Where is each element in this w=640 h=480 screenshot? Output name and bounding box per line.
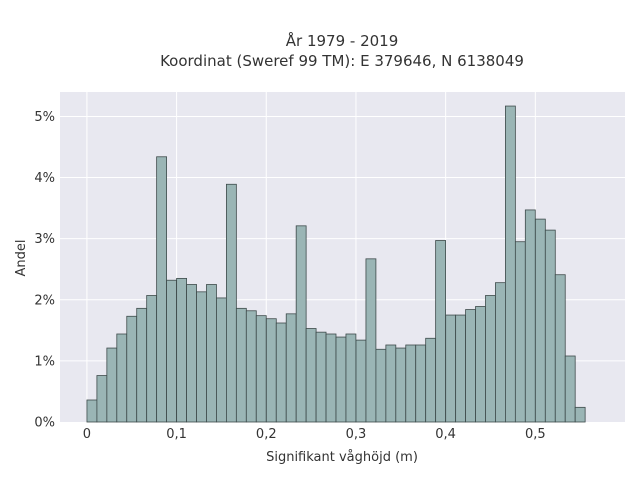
- x-tick-label: 0,5: [525, 427, 546, 442]
- histogram-bar: [136, 307, 148, 423]
- histogram-bar: [325, 333, 337, 423]
- y-axis-label: Andel: [14, 240, 29, 277]
- histogram-bar: [285, 313, 297, 423]
- histogram-bar: [415, 344, 427, 423]
- histogram-bar: [465, 309, 476, 423]
- histogram-bar: [265, 318, 277, 423]
- x-tick-label: 0,1: [166, 427, 187, 442]
- x-tick-labels: 0 0,1 0,2 0,3 0,4 0,5: [83, 427, 546, 442]
- chart-subtitle: Koordinat (Sweref 99 TM): E 379646, N 61…: [160, 52, 524, 70]
- histogram-bar: [206, 284, 217, 423]
- histogram-bar: [166, 279, 177, 423]
- histogram-bar: [425, 337, 437, 423]
- histogram-bar: [186, 284, 197, 423]
- x-tick-label: 0,4: [435, 427, 456, 442]
- histogram-bar: [146, 295, 158, 423]
- histogram-bar: [255, 315, 267, 423]
- histogram-bar: [226, 183, 237, 423]
- histogram-bar: [485, 295, 496, 423]
- histogram-bar: [524, 209, 536, 423]
- histogram-bar: [365, 258, 377, 423]
- y-tick-labels: 0% 1% 2% 3% 4% 5%: [34, 110, 55, 431]
- histogram-bar: [345, 333, 357, 423]
- y-tick-label: 0%: [34, 416, 55, 431]
- histogram-bar: [554, 274, 566, 423]
- histogram-bar: [235, 307, 247, 423]
- histogram-bar: [275, 322, 287, 423]
- x-axis-label: Signifikant våghöjd (m): [266, 450, 418, 465]
- histogram-bar: [574, 406, 586, 423]
- y-tick-label: 2%: [34, 293, 55, 308]
- histogram-bar: [116, 333, 128, 423]
- y-tick-label: 3%: [34, 232, 55, 247]
- histogram-bar: [245, 310, 257, 423]
- histogram-bar: [495, 282, 506, 423]
- histogram-bar: [475, 306, 486, 423]
- histogram-bar: [86, 399, 98, 423]
- histogram-bar: [385, 344, 397, 423]
- histogram-bar: [505, 105, 516, 423]
- histogram-bar: [196, 291, 207, 423]
- histogram-bar: [295, 225, 307, 423]
- histogram-bar: [96, 375, 108, 423]
- histogram-bar: [405, 344, 417, 423]
- histogram-bar: [216, 297, 227, 423]
- histogram-bars: [86, 105, 586, 423]
- histogram-bar: [106, 347, 118, 423]
- histogram-bar: [126, 315, 138, 423]
- histogram-bar: [305, 328, 317, 423]
- histogram-bar: [435, 240, 446, 423]
- chart-title: År 1979 - 2019: [286, 31, 399, 50]
- histogram-bar: [375, 348, 387, 423]
- histogram-bar: [534, 218, 546, 423]
- histogram-bar: [176, 277, 187, 423]
- histogram-bar: [544, 229, 556, 423]
- histogram-bar: [455, 314, 466, 423]
- histogram-bar: [355, 339, 367, 423]
- histogram-bar: [395, 347, 407, 423]
- x-tick-label: 0: [83, 427, 91, 442]
- histogram-bar: [564, 355, 576, 423]
- y-tick-label: 4%: [34, 171, 55, 186]
- histogram-bar: [156, 156, 167, 423]
- x-tick-label: 0,2: [256, 427, 277, 442]
- histogram-bar: [445, 314, 457, 423]
- x-tick-label: 0,3: [346, 427, 367, 442]
- y-tick-label: 5%: [34, 110, 55, 125]
- histogram-bar: [514, 241, 526, 423]
- histogram-bar: [315, 331, 327, 423]
- histogram-bar: [335, 336, 347, 423]
- y-tick-label: 1%: [34, 354, 55, 369]
